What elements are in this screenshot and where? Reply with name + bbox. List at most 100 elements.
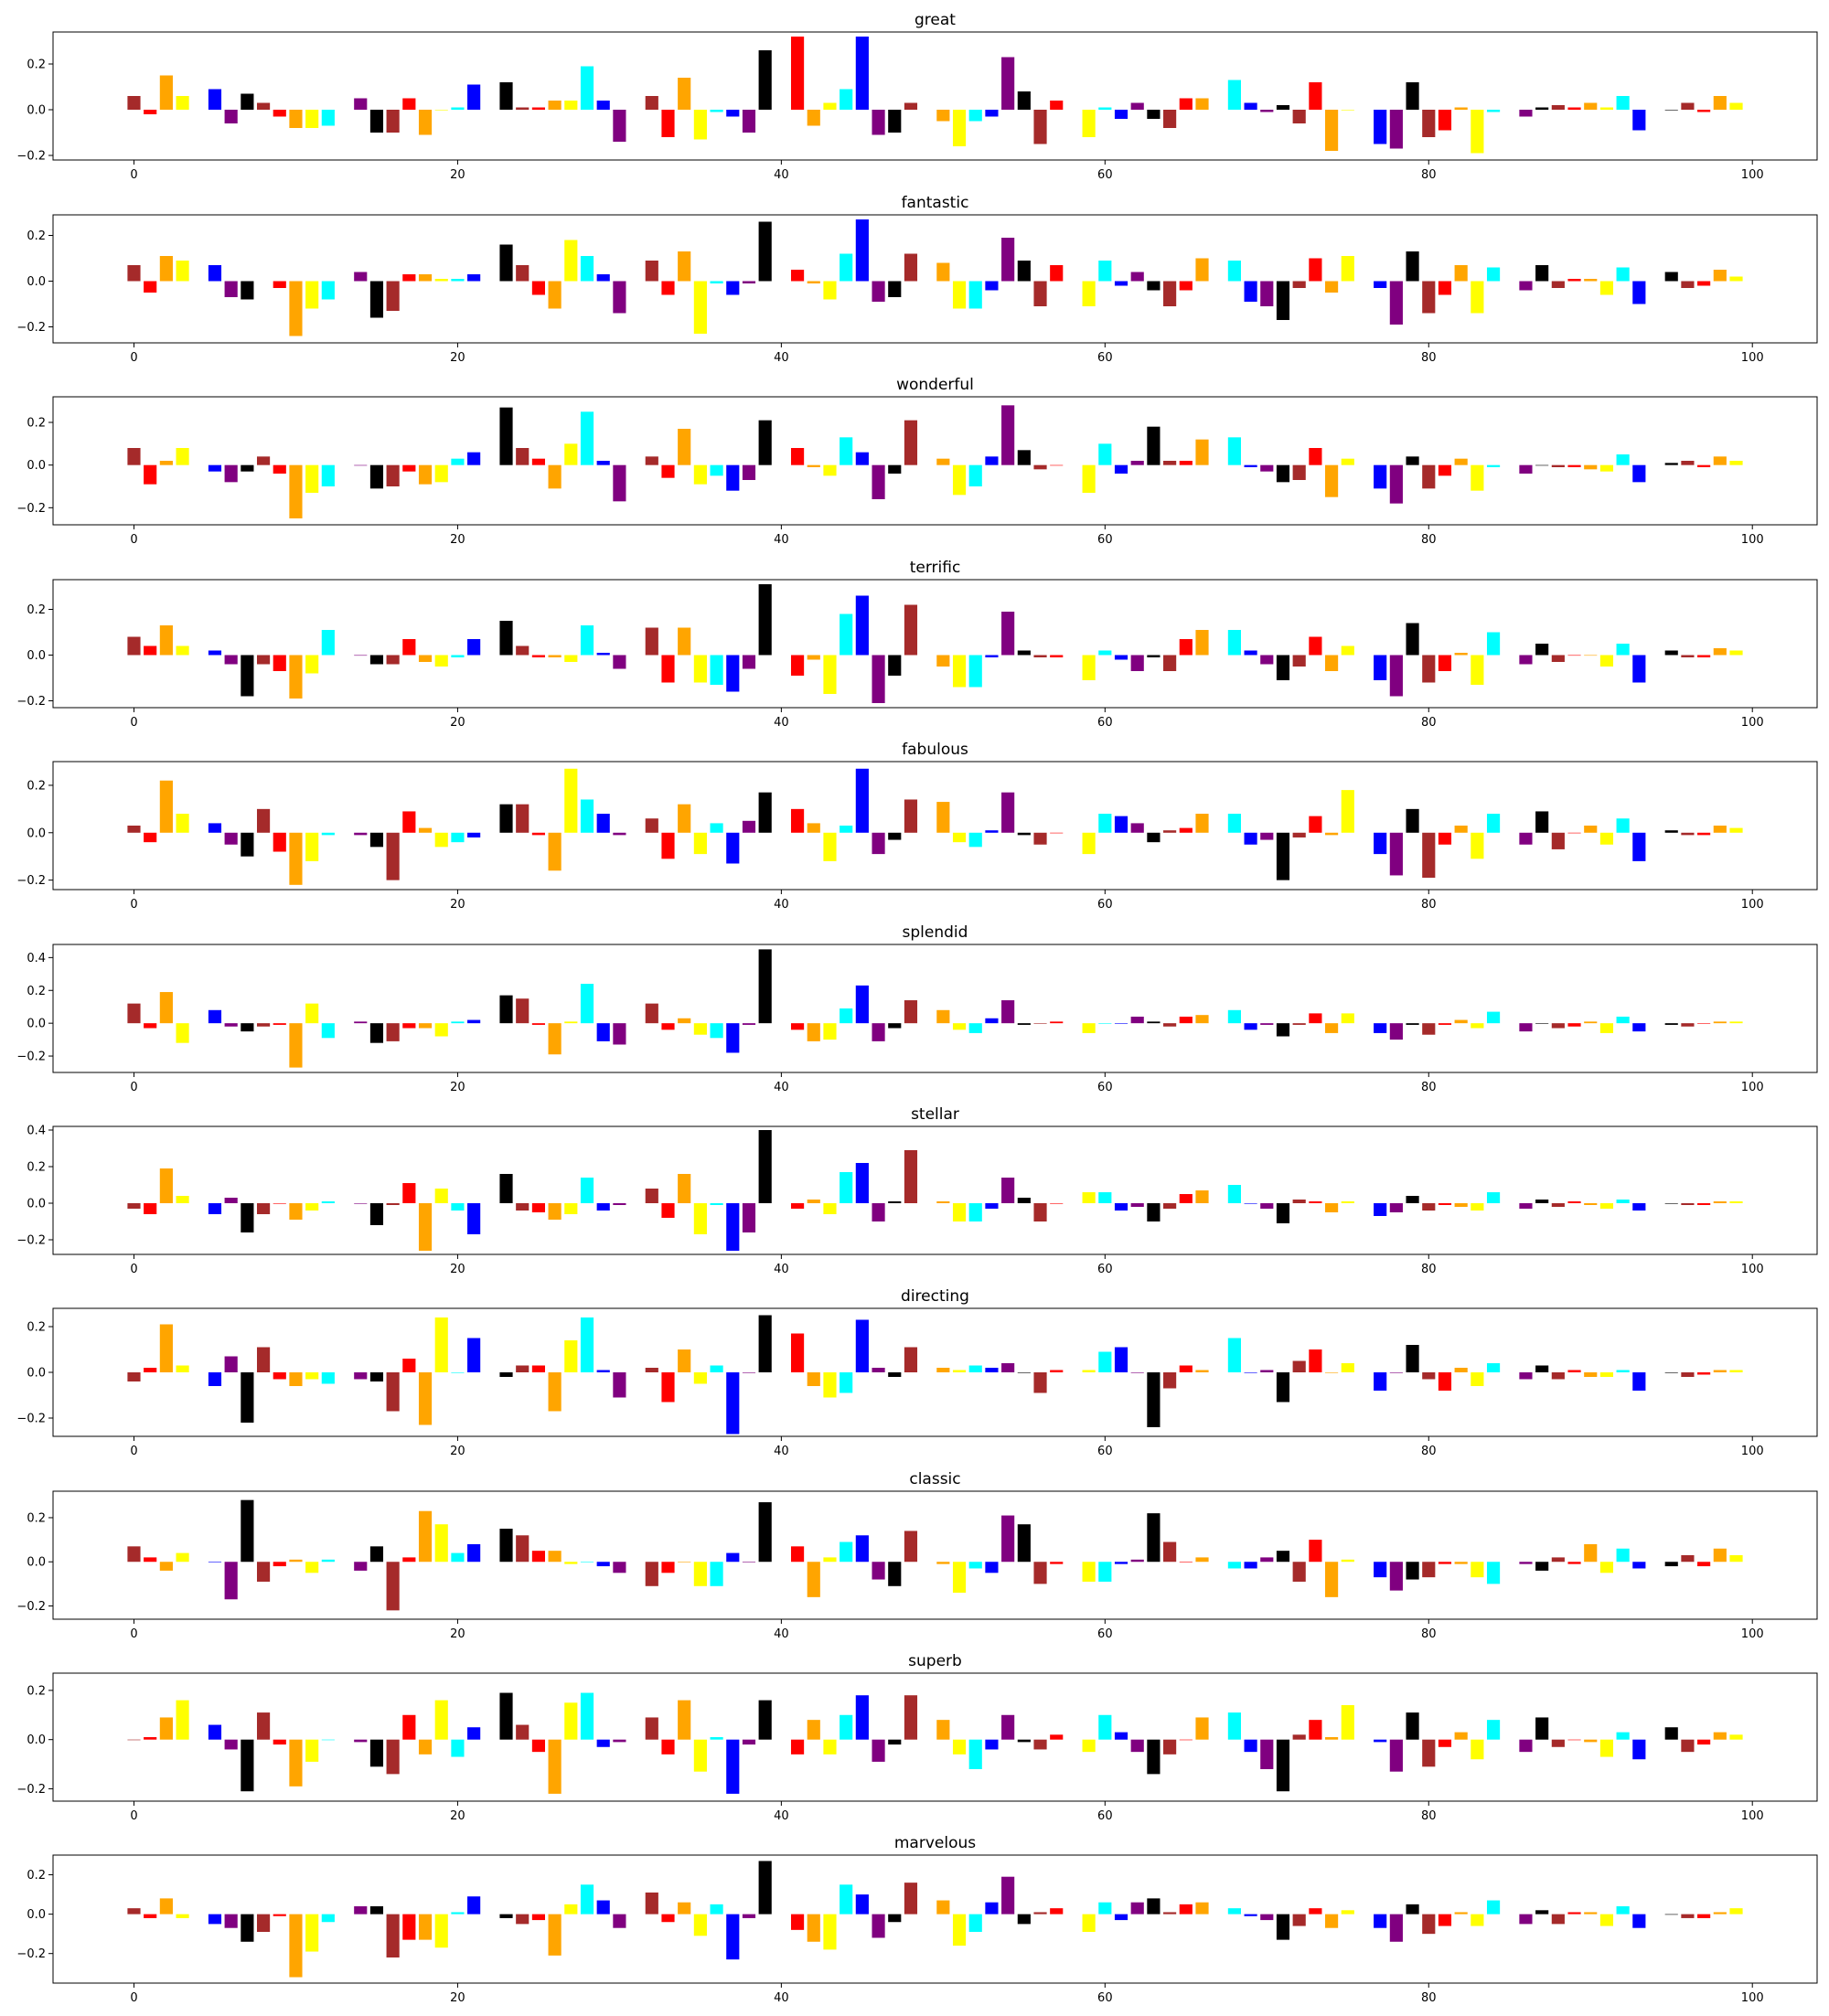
x-tick-label: 20 [450,898,465,912]
bar [1616,96,1630,110]
y-tick-label: 0.2 [27,1511,46,1525]
bar [305,1203,319,1211]
bar [678,78,691,110]
bar [1454,1203,1468,1207]
bar [531,1365,545,1372]
bar [418,1023,433,1029]
bar [580,1562,594,1563]
bar [1114,1562,1128,1564]
bar [1163,1023,1177,1027]
bar [208,1372,222,1386]
bar [1454,826,1468,833]
bar [1244,1739,1257,1753]
y-tick-label: 0.4 [27,952,46,965]
bar [936,458,950,465]
bar [1033,281,1047,306]
bar [1599,1739,1614,1757]
panel-title: classic [909,1470,960,1488]
bar [1551,1203,1565,1207]
bar [127,448,141,465]
y-tick-label: −0.2 [16,1051,46,1064]
bar [1438,1203,1452,1205]
x-tick-label: 40 [774,1081,789,1094]
x-tick-label: 0 [130,533,137,547]
bar [1341,256,1354,282]
bar [952,1023,967,1030]
panel-title: wonderful [896,376,974,394]
bar [176,1365,189,1372]
bar [241,655,254,697]
bar [1486,1011,1501,1024]
bar [1001,57,1015,110]
bar [548,1739,562,1794]
bar [386,110,400,133]
bar [872,1203,885,1221]
x-tick-label: 60 [1097,1991,1113,2005]
bar [1017,1914,1031,1925]
bar [1260,1739,1274,1769]
bar [904,420,918,465]
bar [1471,1914,1484,1926]
bar [872,1914,885,1938]
panel-title: fantastic [902,194,969,212]
bar [354,1372,368,1380]
bar [208,89,222,110]
bar [1017,450,1031,465]
bar [1681,1555,1695,1563]
bar [321,281,335,300]
bar [1276,655,1290,680]
bar [516,1914,529,1925]
bar [1486,1900,1501,1915]
bar [1001,1876,1015,1915]
bar [985,1203,999,1209]
bar [467,1727,481,1740]
bar [790,1914,805,1930]
x-tick-label: 40 [774,898,789,912]
panel-terrific: terrific −0.2 0.0 0.2 0 20 40 60 80 100 [16,559,1818,730]
bar [1147,1739,1161,1775]
bar [872,1739,885,1762]
bar [531,655,545,657]
bar [1519,832,1533,845]
bar [531,107,545,110]
bar [613,832,626,836]
bar [289,655,303,699]
x-tick-label: 20 [450,533,465,547]
y-tick-label: 0.0 [27,275,46,289]
bar [1519,1203,1533,1209]
bar [661,1562,675,1573]
bar [402,639,416,656]
bar [369,832,384,848]
bar [1195,439,1209,465]
x-tick-label: 40 [774,716,789,730]
bar [904,1695,918,1740]
bar [1584,464,1598,470]
bar [159,256,173,282]
bar [840,1541,853,1563]
bar [354,1562,368,1571]
bar [1098,1902,1112,1915]
y-tick-label: 0.2 [27,985,46,998]
x-tick-label: 0 [130,716,137,730]
bar [840,253,853,282]
bar [273,464,286,474]
bar [1227,261,1241,282]
bar [386,655,400,665]
bar [1114,1023,1128,1024]
bar [1114,1732,1128,1740]
bar [1551,655,1565,662]
bar [516,1203,529,1211]
bar [1567,832,1581,834]
bar [1292,1914,1306,1926]
bar [790,37,805,110]
bar [904,102,918,110]
x-tick-label: 80 [1421,898,1437,912]
bar [1406,1712,1419,1740]
bar [985,110,999,117]
bar [1438,1739,1452,1747]
bar [1017,1372,1031,1373]
bar [499,1692,513,1740]
x-tick-label: 100 [1741,1809,1764,1823]
bar [613,110,626,142]
bar [516,448,529,465]
